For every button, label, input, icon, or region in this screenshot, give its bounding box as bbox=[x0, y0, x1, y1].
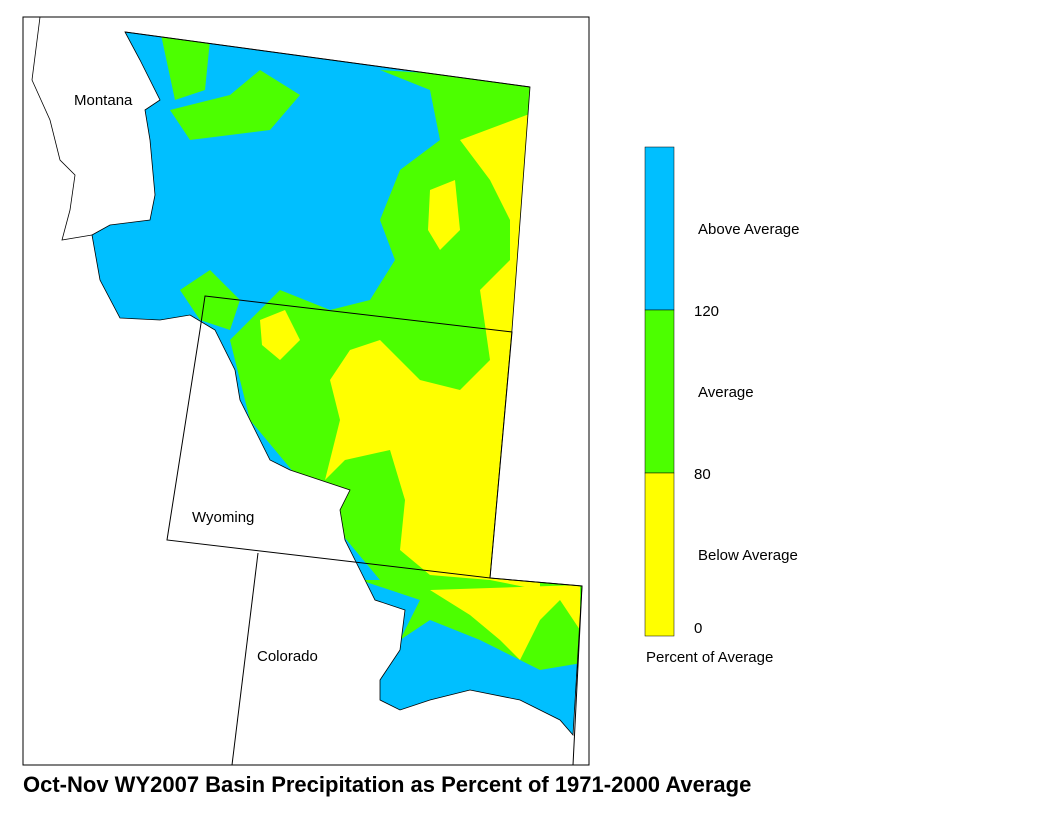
state-label: Colorado bbox=[257, 648, 318, 665]
legend-label: Average bbox=[698, 384, 754, 401]
legend-break: 0 bbox=[694, 620, 702, 637]
legend-swatch bbox=[644, 309, 675, 474]
legend-swatch bbox=[644, 472, 675, 637]
state-label: Wyoming bbox=[192, 509, 254, 526]
legend-label: Below Average bbox=[698, 547, 798, 564]
state-border bbox=[31, 16, 93, 241]
state-border bbox=[231, 552, 259, 766]
below-area bbox=[260, 180, 580, 660]
basin-outline bbox=[91, 31, 583, 737]
legend-swatch bbox=[644, 146, 675, 311]
state-border bbox=[489, 577, 583, 766]
state-border bbox=[166, 295, 513, 579]
average-area bbox=[160, 32, 582, 670]
legend-break: 80 bbox=[694, 466, 711, 483]
legend: Above Average Average Below Average 120 80 0 P… bbox=[644, 146, 799, 666]
legend-title: Percent of Average bbox=[646, 649, 773, 666]
legend-break: 120 bbox=[694, 303, 719, 320]
caption: Oct-Nov WY2007 Basin Precipitation as Pe… bbox=[23, 772, 751, 797]
legend-label: Above Average bbox=[698, 221, 799, 238]
state-label: Montana bbox=[74, 92, 133, 109]
below-area bbox=[325, 110, 540, 590]
map: Montana Wyoming Colorado bbox=[22, 16, 590, 766]
state-border bbox=[124, 31, 531, 88]
